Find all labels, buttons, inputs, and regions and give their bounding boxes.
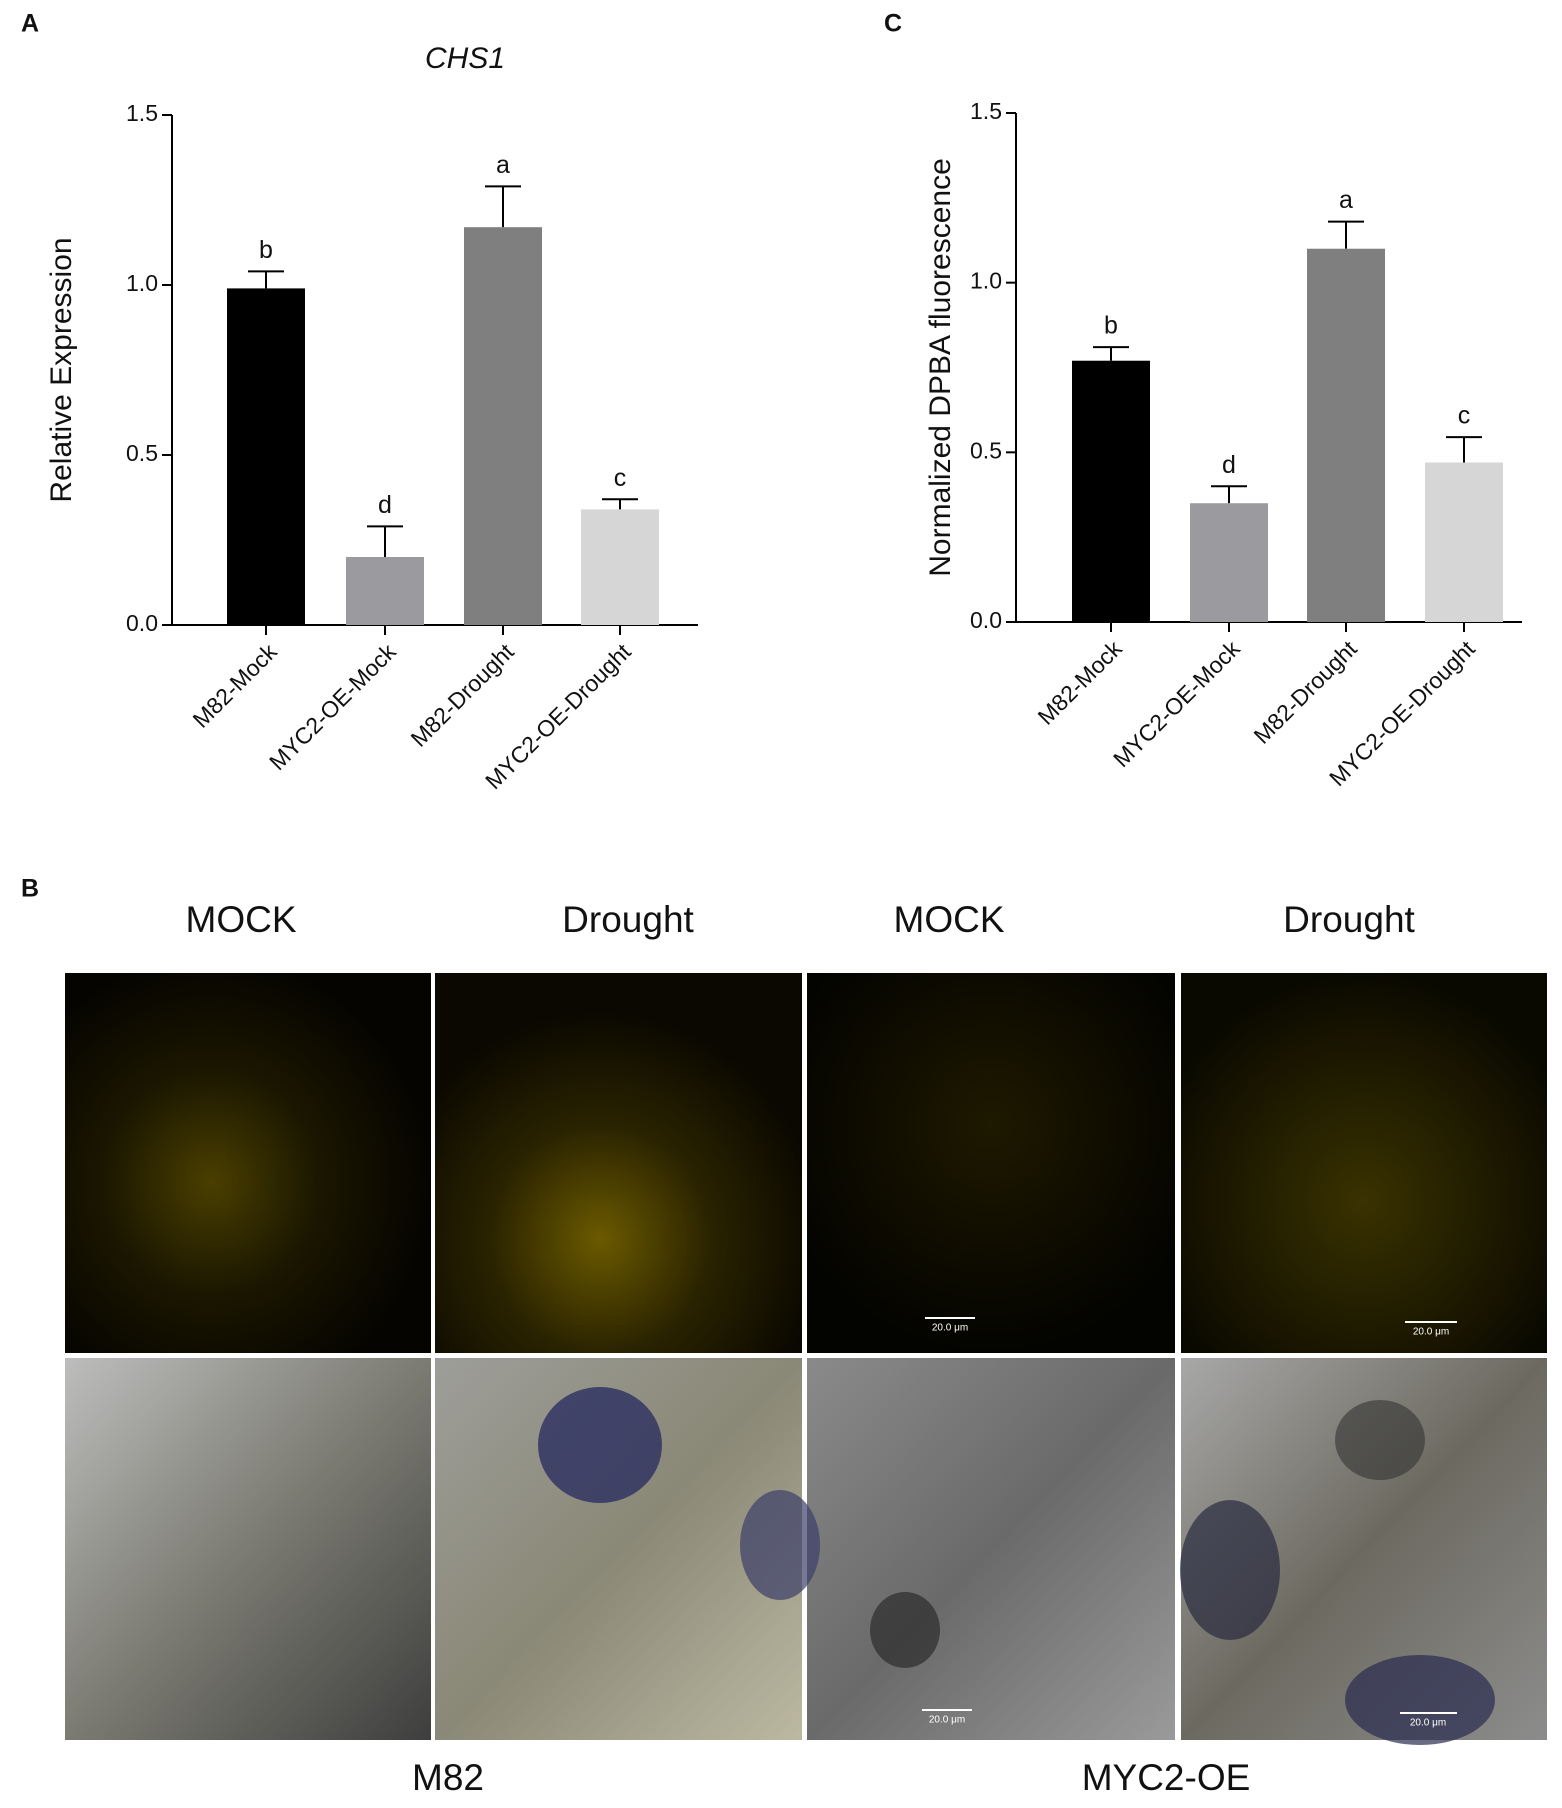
significance-letter: a — [1339, 186, 1353, 214]
bar — [464, 227, 542, 625]
micrograph — [807, 973, 1175, 1353]
bar — [227, 288, 305, 625]
scale-label: 20.0 μm — [1413, 1327, 1449, 1338]
x-tick-label: M82-Mock — [1033, 635, 1128, 730]
genotype-label: M82 — [412, 1757, 484, 1798]
x-tick-label: MYC2-OE-Mock — [264, 638, 401, 775]
y-tick-label: 0.0 — [970, 607, 1002, 633]
x-tick-label: M82-Drought — [1249, 635, 1363, 749]
micrograph — [65, 1358, 431, 1740]
significance-letter: b — [259, 236, 273, 264]
chart-title: CHS1 — [425, 42, 505, 75]
panel-label: C — [884, 10, 902, 38]
bar — [1190, 503, 1268, 622]
cell-feature — [538, 1387, 662, 1503]
column-header: Drought — [1283, 899, 1415, 940]
x-tick-label: MYC2-OE-Mock — [1108, 635, 1245, 772]
bar — [1425, 462, 1503, 622]
micrograph — [807, 1358, 1175, 1740]
cell-feature — [740, 1490, 820, 1600]
x-tick-label: M82-Mock — [188, 638, 283, 733]
significance-letter: d — [378, 491, 392, 519]
y-tick-label: 1.0 — [126, 270, 158, 296]
cell-feature — [1335, 1400, 1425, 1480]
micrograph — [435, 973, 802, 1353]
y-tick-label: 0.5 — [970, 437, 1002, 463]
scale-label: 20.0 μm — [932, 1323, 968, 1334]
y-tick-label: 0.0 — [126, 610, 158, 636]
panel-label: B — [21, 875, 39, 903]
scale-label: 20.0 μm — [929, 1715, 965, 1726]
y-tick-label: 1.5 — [126, 100, 158, 126]
panel-label: A — [21, 10, 39, 38]
column-header: MOCK — [894, 899, 1005, 940]
micrograph — [65, 973, 431, 1353]
significance-letter: c — [1458, 402, 1471, 430]
bar — [581, 509, 659, 625]
significance-letter: a — [496, 151, 510, 179]
significance-letter: b — [1104, 312, 1118, 340]
y-axis-label: Relative Expression — [45, 237, 78, 502]
scale-label: 20.0 μm — [1410, 1718, 1446, 1729]
cell-feature — [1345, 1655, 1495, 1745]
cell-feature — [870, 1592, 940, 1668]
genotype-label: MYC2-OE — [1082, 1757, 1251, 1798]
x-tick-label: M82-Drought — [406, 638, 520, 752]
micrograph — [1181, 973, 1547, 1353]
micrographs — [65, 973, 1547, 1745]
y-axis-label: Normalized DPBA fluorescence — [924, 158, 957, 577]
y-tick-label: 1.5 — [970, 98, 1002, 124]
significance-letter: d — [1222, 451, 1236, 479]
bar — [1307, 248, 1385, 622]
bar — [1072, 360, 1150, 622]
y-tick-label: 1.0 — [970, 268, 1002, 294]
column-header: Drought — [562, 899, 694, 940]
y-tick-label: 0.5 — [126, 440, 158, 466]
significance-letter: c — [614, 464, 627, 492]
bar — [346, 557, 424, 625]
cell-feature — [1180, 1500, 1280, 1640]
column-header: MOCK — [186, 899, 297, 940]
